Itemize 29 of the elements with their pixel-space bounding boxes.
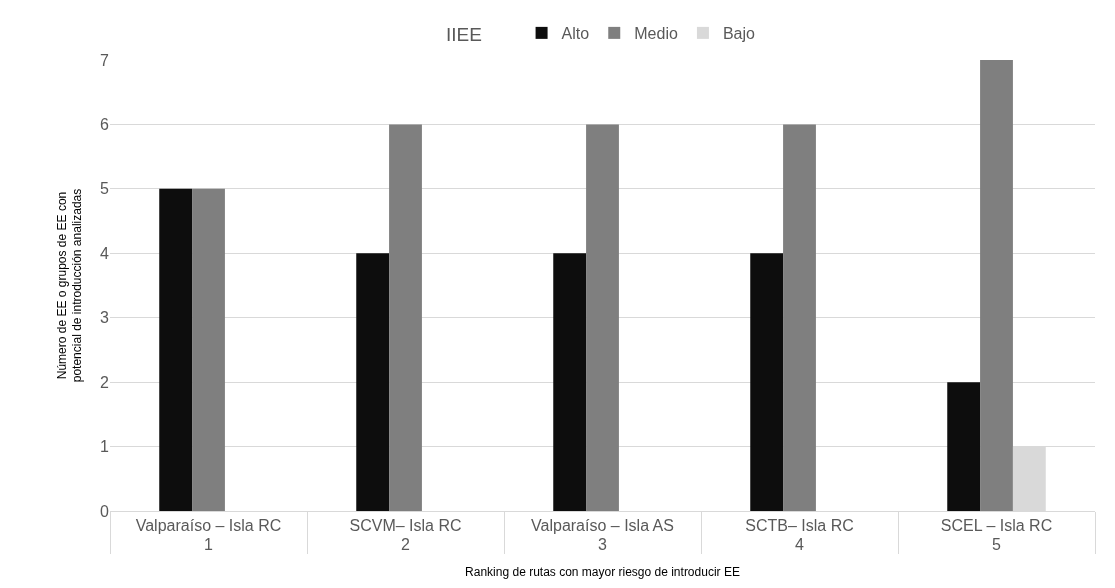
bar [356,253,390,511]
bar [192,188,225,511]
x-axis-title: Ranking de rutas con mayor riesgo de introducir EE [465,565,740,580]
category-label: SCEL – Isla RC 5 [940,517,1053,554]
y-tick-label: 3 [100,309,110,327]
y-tick-label: 2 [100,373,110,391]
y-tick-label: 6 [100,116,110,134]
y-tick-label: 5 [100,180,110,198]
y-tick-label: 7 [100,51,110,69]
bar [553,253,587,511]
category-label: Valparaíso – Isla RC 1 [135,517,282,554]
legend-label: Medio [634,25,678,43]
bar [783,124,816,511]
y-tick-label: 0 [100,502,110,520]
bar [980,60,1013,511]
legend-title: IIEE [446,23,514,45]
legend-label: Alto [561,25,590,43]
bar [389,124,422,511]
category-label: Valparaíso – Isla AS 3 [531,517,674,554]
bar [159,188,193,511]
y-tick-label: 4 [100,244,110,262]
category-label: SCVM– Isla RC 2 [349,517,462,554]
y-tick-label: 1 [100,438,110,456]
bar [947,382,981,511]
category-label: SCTB– Isla RC 4 [745,517,854,554]
legend-label: Bajo [722,25,756,43]
y-axis-title: Número de EE o grupos de EE con potencial de introducción analizadas [54,188,85,383]
bar [750,253,784,511]
bar [586,124,619,511]
